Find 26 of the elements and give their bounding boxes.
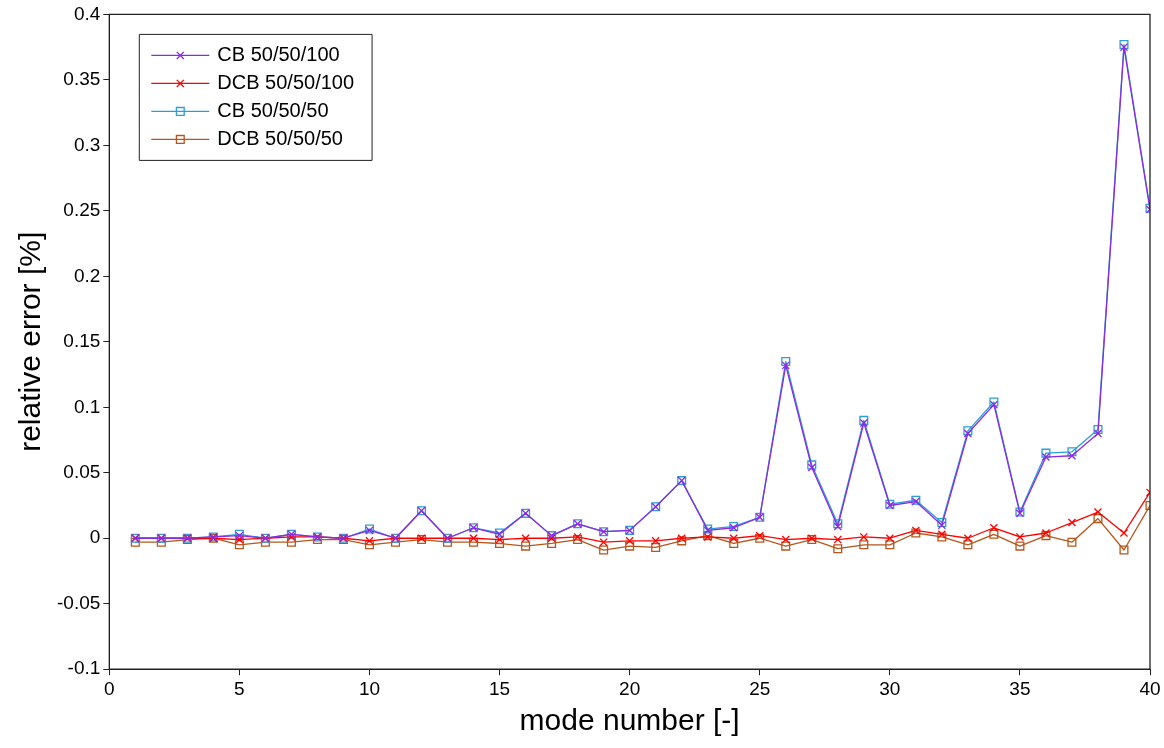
y-tick-label: 0.25: [63, 199, 101, 221]
y-tick-label: 0: [89, 526, 101, 548]
x-tick-label: 25: [749, 677, 771, 699]
y-tick-label: -0.1: [67, 657, 101, 679]
y-tick-label: 0.1: [73, 395, 101, 417]
x-axis-title: mode number [-]: [519, 703, 740, 737]
legend-label: CB 50/50/100: [217, 42, 340, 65]
legend-label: DCB 50/50/50: [217, 126, 343, 149]
y-tick-label: 0.3: [73, 133, 101, 155]
x-tick-label: 5: [234, 677, 245, 699]
y-axis-title: relative error [%]: [13, 231, 47, 452]
x-tick-label: 30: [879, 677, 901, 699]
x-tick-label: 15: [489, 677, 511, 699]
y-tick-label: 0.15: [63, 330, 101, 352]
y-tick-label: 0.35: [63, 68, 101, 90]
y-tick-label: 0.4: [73, 2, 101, 24]
legend-label: CB 50/50/50: [217, 98, 329, 121]
y-tick-label: -0.05: [56, 591, 101, 613]
x-tick-label: 0: [104, 677, 115, 699]
y-tick-label: 0.2: [73, 264, 101, 286]
x-tick-label: 10: [358, 677, 381, 699]
x-tick-label: 20: [619, 677, 641, 699]
y-tick-label: 0.05: [63, 460, 101, 482]
legend-label: DCB 50/50/100: [217, 70, 355, 93]
x-tick-label: 35: [1009, 677, 1031, 699]
x-tick-label: 40: [1139, 677, 1161, 699]
